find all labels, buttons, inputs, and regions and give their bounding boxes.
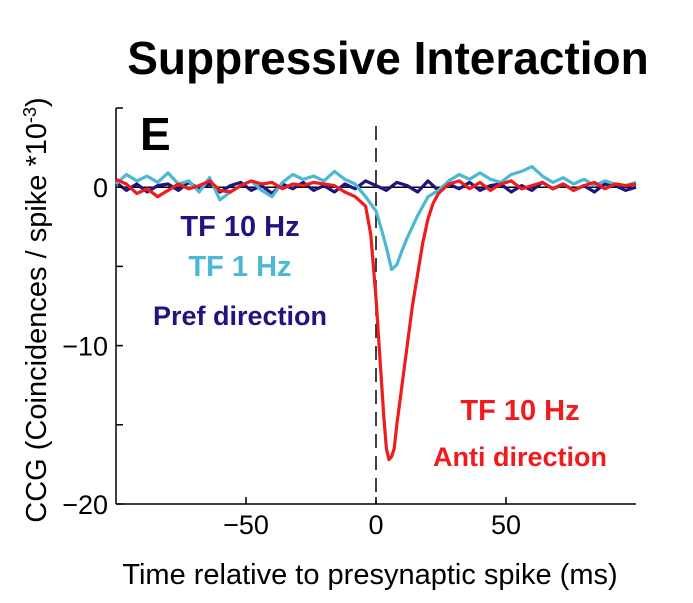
legend-text: TF 10 Hz bbox=[180, 211, 299, 243]
chart-title: Suppressive Interaction bbox=[127, 32, 649, 84]
panel-label: E bbox=[140, 108, 171, 160]
legend-text: Anti direction bbox=[433, 442, 607, 472]
y-axis-label: CCG (Coincidences / spike *10-3) bbox=[20, 97, 53, 522]
legend: TF 10 Hz TF 1 Hz Pref direction TF 10 Hz Ant… bbox=[153, 211, 607, 472]
y-tick-label: −20 bbox=[62, 490, 108, 520]
y-axis-label-exponent: -3 bbox=[20, 107, 40, 123]
y-tick-label: −10 bbox=[62, 332, 108, 362]
y-axis-label-close: ) bbox=[21, 97, 53, 107]
y-ticks: −20 −10 0 bbox=[62, 107, 123, 520]
x-tick-label: 0 bbox=[368, 510, 383, 540]
series-line-3 bbox=[115, 177, 637, 462]
x-axis-label: Time relative to presynaptic spike (ms) bbox=[122, 559, 617, 591]
y-axis-label-main: CCG (Coincidences / spike *10 bbox=[21, 123, 53, 523]
legend-text: TF 10 Hz bbox=[460, 395, 579, 427]
x-tick-label: −50 bbox=[223, 510, 269, 540]
x-tick-label: 50 bbox=[491, 510, 521, 540]
series-layer bbox=[114, 165, 637, 462]
legend-text: Pref direction bbox=[153, 301, 327, 331]
y-tick-label: 0 bbox=[93, 173, 108, 203]
legend-text: TF 1 Hz bbox=[188, 251, 291, 283]
x-ticks: −50 0 50 bbox=[223, 497, 521, 540]
